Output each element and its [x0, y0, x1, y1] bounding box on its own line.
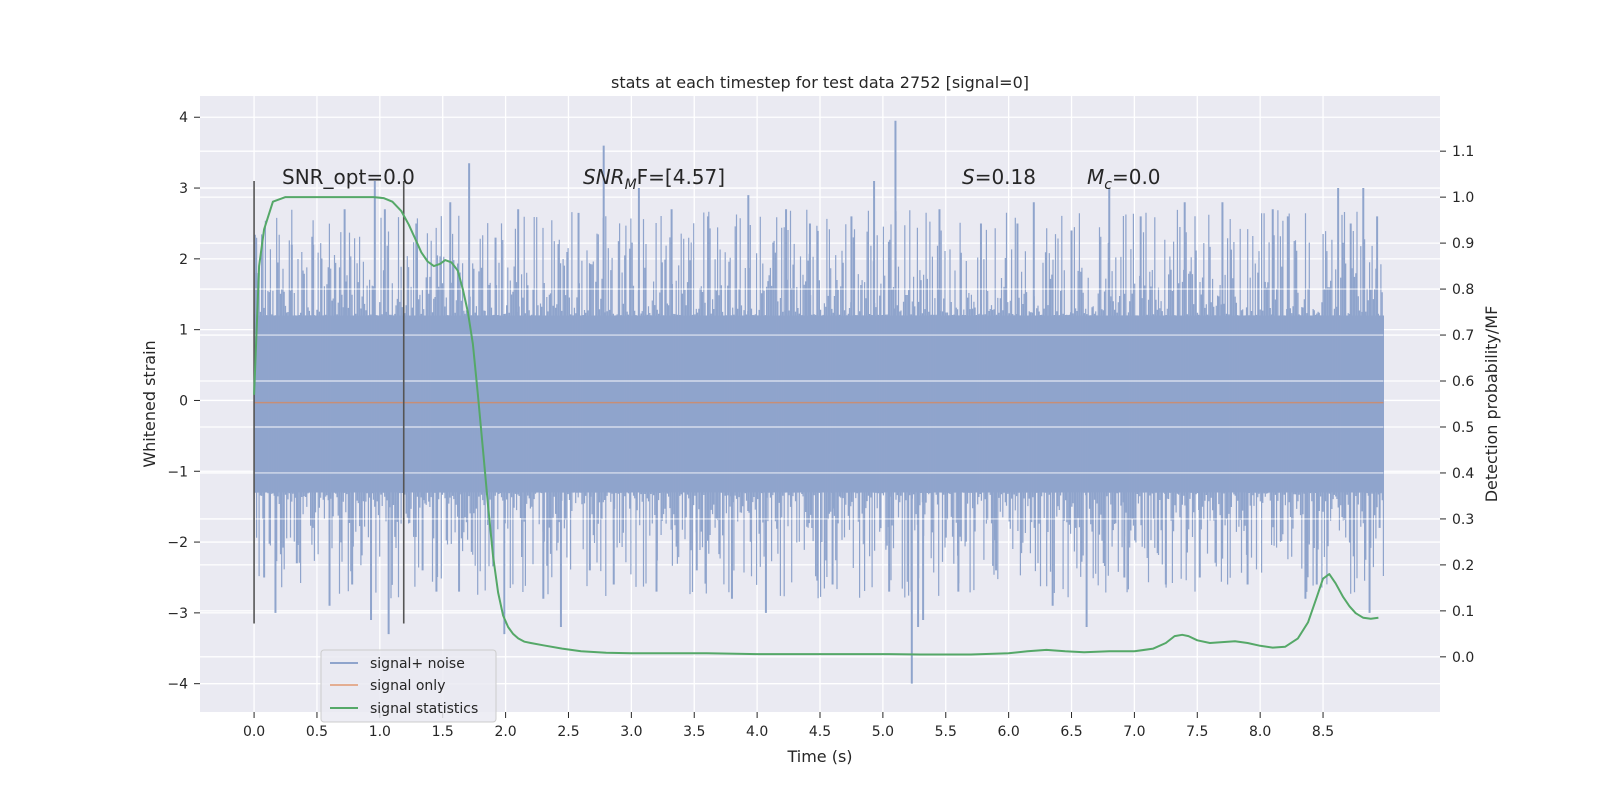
x-tick-label: 5.0 — [872, 724, 894, 740]
annotation-mc-value: =0.0 — [1112, 165, 1161, 189]
x-tick-label: 1.0 — [369, 724, 391, 740]
x-tick-label: 5.5 — [935, 724, 957, 740]
x-tick-label: 4.5 — [809, 724, 831, 740]
annotation-snr-mf-rest: F=[4.57] — [637, 165, 725, 189]
x-tick-label: 1.5 — [432, 724, 454, 740]
x-tick-label: 0.0 — [243, 724, 265, 740]
annotation-s-symbol: S — [962, 165, 975, 189]
x-tick-label: 0.5 — [306, 724, 328, 740]
axes: 0.0 0.5 1.0 1.5 2.0 2.5 3.0 3.5 4.0 4.5 5.0 5.5 6.0 6… — [167, 110, 1474, 740]
y2-tick-label: 0.3 — [1452, 512, 1474, 528]
x-tick-label: 3.5 — [683, 724, 705, 740]
x-tick-label: 4.0 — [746, 724, 768, 740]
y2-tick-label: 0.4 — [1452, 466, 1474, 482]
y-tick-label: −1 — [167, 464, 188, 480]
annotation-mc-sub: c — [1104, 177, 1112, 193]
annotation-s-value: =0.18 — [975, 165, 1036, 189]
annotation-snr-mf: SNRMF=[4.57] — [583, 165, 725, 193]
x-tick-label: 6.5 — [1060, 724, 1082, 740]
x-tick-label: 2.5 — [557, 724, 579, 740]
y2-tick-label: 1.1 — [1452, 144, 1474, 160]
y2-tick-label: 1.0 — [1452, 190, 1474, 206]
y2-tick-label: 0.2 — [1452, 558, 1474, 574]
annotation-mc-symbol: M — [1087, 165, 1104, 189]
y2-tick-label: 0.6 — [1452, 374, 1474, 390]
legend-label-signal-only: signal only — [370, 678, 445, 694]
y-tick-label: 4 — [179, 110, 188, 126]
legend-box — [320, 649, 497, 723]
x-tick-label: 7.0 — [1123, 724, 1145, 740]
y2-tick-label: 0.0 — [1452, 650, 1474, 666]
x-tick-label: 7.5 — [1186, 724, 1208, 740]
y2-tick-label: 0.8 — [1452, 282, 1474, 298]
y-tick-label: −3 — [167, 606, 188, 622]
legend: signal+ noise signal only signal statist… — [320, 649, 497, 723]
x-tick-label: 8.0 — [1249, 724, 1271, 740]
y-tick-label: 1 — [179, 323, 188, 339]
y2-tick-label: 0.7 — [1452, 328, 1474, 344]
y2-tick-label: 0.9 — [1452, 236, 1474, 252]
x-tick-label: 2.0 — [494, 724, 516, 740]
legend-label-signal-statistics: signal statistics — [370, 701, 478, 717]
annotation-snr-mf-base: SNR — [583, 165, 625, 189]
x-tick-label: 8.5 — [1312, 724, 1334, 740]
y2-tick-label: 0.5 — [1452, 420, 1474, 436]
data-layer — [253, 120, 1384, 684]
y-tick-label: 0 — [179, 393, 188, 409]
y-tick-label: −4 — [167, 677, 188, 693]
y-tick-label: 3 — [179, 181, 188, 197]
y-tick-label: −2 — [167, 535, 188, 551]
y-tick-label: 2 — [179, 252, 188, 268]
x-axis-title: Time (s) — [786, 747, 852, 766]
y2-axis-title: Detection probability/MF — [1482, 306, 1501, 503]
x-tick-label: 3.0 — [620, 724, 642, 740]
x-tick-label: 6.0 — [998, 724, 1020, 740]
annotation-snr-mf-sub: M — [625, 177, 637, 193]
annotation-mc: Mc=0.0 — [1087, 165, 1161, 193]
marker-layer — [253, 180, 1379, 656]
annotation-s: S=0.18 — [962, 165, 1036, 189]
y-axis-title: Whitened strain — [140, 340, 159, 467]
y2-tick-label: 0.1 — [1452, 604, 1474, 620]
chart-title: stats at each timestep for test data 275… — [611, 73, 1029, 92]
legend-label-signal-noise: signal+ noise — [370, 656, 465, 672]
annotation-snr-opt: SNR_opt=0.0 — [282, 165, 415, 189]
signal-statistics-line — [253, 196, 1379, 656]
